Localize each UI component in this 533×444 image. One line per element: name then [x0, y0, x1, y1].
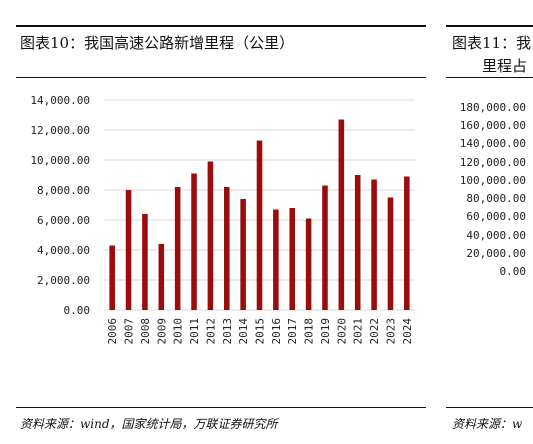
x-tick-labels: 2006 2007 2008 2009 2010 2011 2012 2013 2014 2015…	[106, 318, 414, 345]
right-y-tick-label: 160,000.00	[459, 119, 526, 133]
bar-2024	[404, 176, 410, 310]
x-tick-label-2012: 2012	[204, 318, 217, 345]
bar-2020	[338, 119, 345, 310]
y-tick-label: 6,000.00	[37, 214, 90, 227]
y-tick-label: 2,000.00	[37, 274, 90, 287]
y-tick-label: 8,000.00	[37, 184, 90, 197]
bar-2021	[354, 175, 361, 310]
y-tick-label: 0.00	[64, 304, 91, 317]
x-tick-label-2020: 2020	[335, 318, 348, 345]
bar-2017	[289, 208, 296, 310]
x-tick-label-2013: 2013	[221, 318, 234, 345]
right-y-tick-label: 100,000.00	[459, 173, 526, 187]
y-tick-label: 12,000.00	[30, 124, 90, 137]
left-title-rule	[16, 77, 426, 78]
right-y-tick-label: 180,000.00	[459, 101, 526, 114]
y-tick-label: 4,000.00	[37, 244, 90, 257]
x-tick-label-2009: 2009	[155, 318, 168, 345]
bars	[109, 119, 410, 310]
bar-2014	[240, 199, 246, 310]
y-tick-labels: 0.00 2,000.00 4,000.00 6,000.00 8,000.00 10,0…	[30, 94, 90, 317]
bar-2007	[125, 190, 132, 310]
x-tick-label-2021: 2021	[352, 318, 365, 345]
right-y-tick-label: 20,000.00	[466, 246, 526, 260]
bar-2006	[109, 245, 115, 310]
x-tick-label-2008: 2008	[139, 318, 152, 345]
y-tick-label: 10,000.00	[30, 154, 90, 167]
x-tick-label-2016: 2016	[270, 318, 283, 345]
right-figure-title-line2: 里程占	[482, 57, 528, 75]
x-tick-label-2007: 2007	[123, 318, 136, 345]
x-tick-label-2015: 2015	[254, 318, 267, 345]
bar-2011	[191, 173, 197, 310]
right-title-rule	[446, 77, 533, 78]
left-bottom-rule	[16, 407, 426, 408]
x-tick-label-2011: 2011	[188, 318, 201, 345]
x-tick-label-2014: 2014	[237, 318, 250, 345]
bar-2018	[305, 218, 312, 310]
bar-2022	[371, 179, 377, 310]
x-tick-label-2018: 2018	[303, 318, 316, 345]
x-tick-label-2010: 2010	[172, 318, 185, 345]
right-y-tick-label: 60,000.00	[466, 210, 526, 224]
bar-2016	[273, 209, 279, 310]
x-tick-label-2017: 2017	[286, 318, 299, 345]
bar-2023	[387, 197, 394, 310]
right-top-rule	[446, 25, 533, 27]
bar-2009	[158, 244, 165, 310]
right-source-note: 资料来源：w	[452, 417, 523, 431]
right-y-tick-label: 120,000.00	[459, 155, 526, 169]
bar-2012	[207, 161, 214, 310]
bar-2008	[142, 214, 148, 310]
bar-2019	[322, 185, 328, 310]
right-y-tick-label: 40,000.00	[466, 228, 526, 242]
bar-2013	[223, 187, 230, 310]
left-top-rule	[16, 25, 426, 27]
bar-2015	[256, 140, 263, 310]
right-figure-title-line1: 图表11：我	[452, 34, 532, 52]
x-tick-label-2019: 2019	[319, 318, 332, 345]
right-y-tick-label: 80,000.00	[466, 192, 526, 206]
right-bottom-rule	[446, 407, 533, 408]
y-tick-label: 14,000.00	[30, 94, 90, 107]
bar-2010	[174, 187, 181, 310]
left-source-note: 资料来源：wind，国家统计局，万联证券研究所	[20, 417, 278, 431]
x-tick-label-2022: 2022	[368, 318, 381, 345]
right-y-tick-label: 0.00	[499, 265, 527, 278]
x-tick-label-2006: 2006	[106, 318, 119, 345]
x-tick-label-2024: 2024	[401, 318, 414, 345]
x-tick-label-2023: 2023	[384, 318, 397, 345]
left-figure-title: 图表10：我国高速公路新增里程（公里）	[20, 34, 295, 52]
right-y-tick-label: 140,000.00	[459, 137, 526, 151]
